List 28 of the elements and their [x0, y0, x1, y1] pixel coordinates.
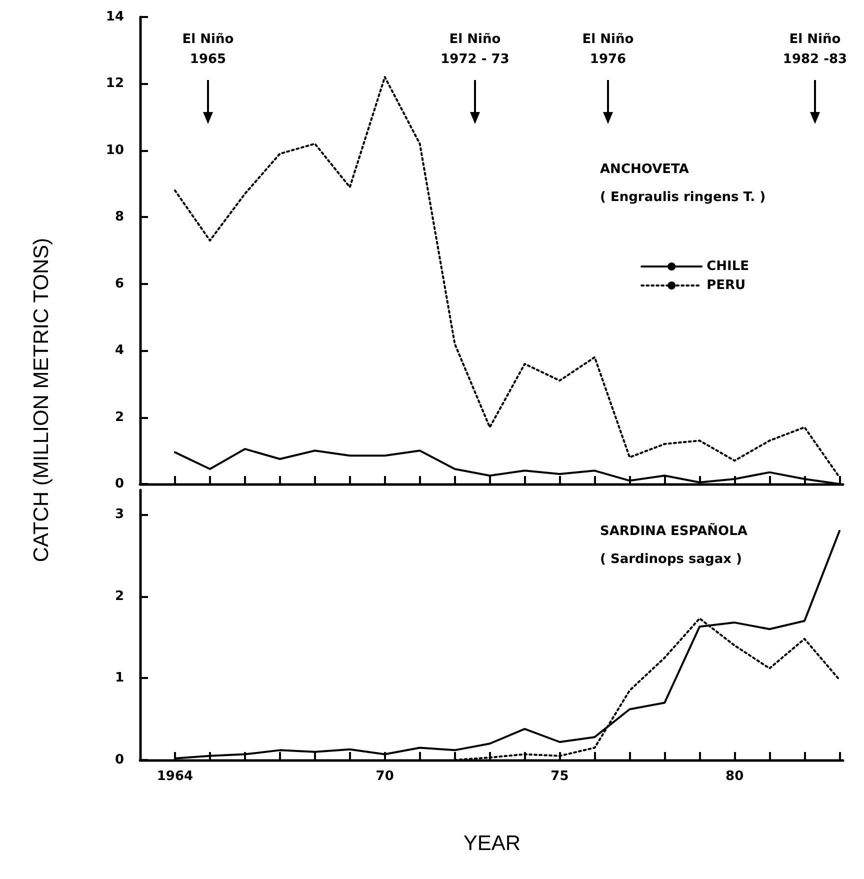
x-tick-label: 1964: [156, 769, 194, 784]
legend-label: CHILE: [706, 259, 749, 274]
y-tick-label: 2: [114, 410, 124, 425]
x-tick-label: 75: [550, 769, 569, 784]
y-axis-title: CATCH (MILLION METRIC TONS): [30, 238, 54, 562]
x-tick-label: 70: [376, 769, 394, 784]
y-tick-label: 8: [114, 210, 124, 225]
x-axis-title: YEAR: [463, 832, 521, 856]
annotation: El Niño 1976: [582, 31, 634, 69]
y-tick-label: 3: [114, 507, 124, 522]
annotation: SARDINA ESPAÑOLA: [600, 522, 748, 541]
y-tick-label: 0: [114, 476, 124, 492]
annotation: ( Engraulis ringens T. ): [600, 189, 766, 207]
x-tick-label: 80: [726, 769, 744, 784]
annotation: ANCHOVETA: [600, 161, 689, 179]
y-tick-label: 4: [114, 343, 124, 358]
y-tick-label: 6: [114, 276, 124, 292]
annotation: El Niño 1972 - 73: [440, 31, 510, 69]
annotation: El Niño 1965: [182, 31, 234, 69]
annotation: El Niño 1982 -83: [782, 31, 848, 69]
y-tick-label: 12: [106, 76, 124, 92]
y-tick-label: 10: [106, 142, 124, 158]
y-tick-label: 1: [114, 670, 124, 686]
annotation: ( Sardinops sagax ): [600, 551, 742, 569]
legend-label: PERU: [706, 278, 746, 293]
y-tick-label: 2: [114, 588, 124, 604]
y-tick-label: 14: [106, 10, 124, 24]
y-tick-label: 0: [114, 752, 124, 768]
